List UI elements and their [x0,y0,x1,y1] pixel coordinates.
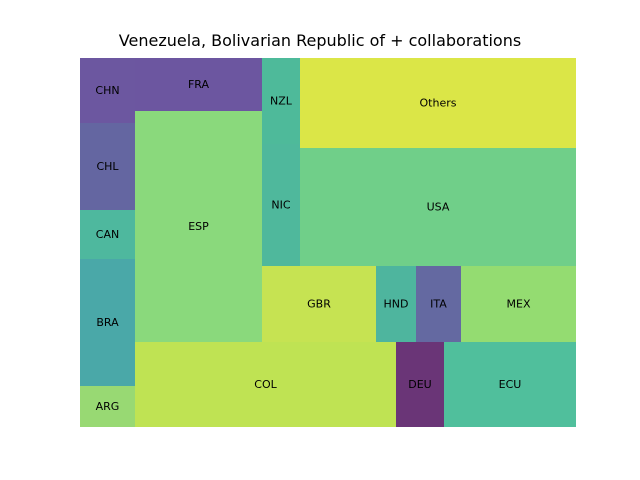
treemap-label-ecu: ECU [499,378,522,391]
treemap-label-can: CAN [96,228,119,241]
treemap-cell-nic [262,144,300,266]
treemap-cell-usa [300,148,576,266]
treemap-cell-gbr [262,266,376,342]
treemap-cell-col [135,342,396,427]
treemap-label-gbr: GBR [307,298,331,311]
treemap-cell-mex [461,266,576,342]
treemap-cell-deu [396,342,444,427]
treemap-cell-arg [80,386,135,427]
treemap-label-ita: ITA [430,298,447,311]
treemap-cell-ecu [444,342,576,427]
treemap-label-esp: ESP [188,220,209,233]
treemap-label-deu: DEU [408,378,431,391]
treemap-label-nic: NIC [271,199,290,212]
treemap-label-fra: FRA [188,78,210,91]
treemap-label-mex: MEX [507,298,531,311]
treemap-cell-chn [80,58,135,123]
treemap-label-usa: USA [427,201,450,214]
treemap-cell-esp [135,111,262,342]
treemap-label-others: Others [420,97,457,110]
treemap-cell-others [300,58,576,148]
treemap-cell-nzl [262,58,300,144]
treemap-label-chl: CHL [96,160,119,173]
treemap-cell-fra [135,58,262,111]
treemap-label-chn: CHN [95,84,119,97]
treemap-cell-ita [416,266,461,342]
treemap-cell-bra [80,259,135,386]
chart-title: Venezuela, Bolivarian Republic of + coll… [118,31,522,50]
treemap-label-nzl: NZL [270,95,293,108]
treemap-label-arg: ARG [96,400,120,413]
treemap-label-hnd: HND [384,298,409,311]
treemap-label-bra: BRA [96,316,119,329]
treemap-label-col: COL [254,378,277,391]
treemap-cell-hnd [376,266,416,342]
treemap-cell-chl [80,123,135,210]
treemap-cell-can [80,210,135,259]
